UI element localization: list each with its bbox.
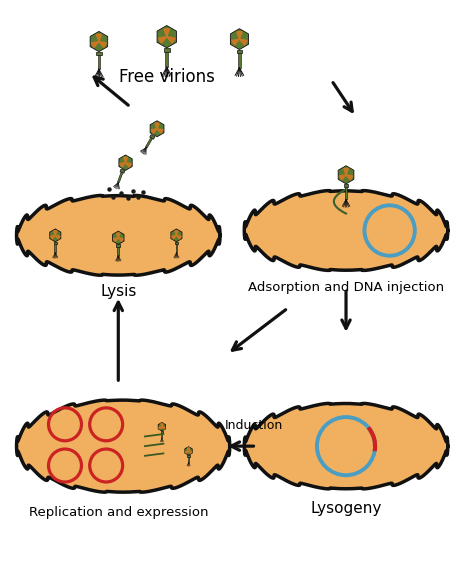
Polygon shape (232, 39, 239, 45)
Polygon shape (98, 55, 100, 69)
Polygon shape (161, 433, 163, 438)
Polygon shape (158, 37, 167, 43)
Polygon shape (117, 244, 120, 247)
Polygon shape (175, 242, 178, 244)
Polygon shape (239, 39, 247, 45)
Polygon shape (164, 48, 170, 52)
Polygon shape (120, 169, 125, 173)
Polygon shape (90, 32, 108, 52)
Polygon shape (99, 42, 106, 48)
Polygon shape (344, 168, 348, 175)
Polygon shape (157, 25, 176, 48)
Polygon shape (339, 175, 346, 180)
Polygon shape (185, 447, 192, 456)
Polygon shape (244, 191, 448, 271)
Polygon shape (164, 29, 170, 37)
Polygon shape (55, 235, 60, 239)
Polygon shape (118, 238, 123, 242)
Polygon shape (119, 155, 132, 170)
Polygon shape (124, 157, 128, 163)
Polygon shape (189, 451, 191, 453)
Polygon shape (151, 129, 157, 133)
Polygon shape (17, 400, 230, 492)
Text: Free virions: Free virions (119, 68, 215, 86)
Text: Adsorption and DNA injection: Adsorption and DNA injection (248, 281, 444, 295)
Polygon shape (187, 456, 190, 457)
Polygon shape (96, 52, 101, 55)
Polygon shape (175, 231, 178, 235)
Polygon shape (165, 52, 168, 68)
Polygon shape (117, 233, 120, 238)
Polygon shape (146, 138, 153, 148)
Polygon shape (118, 247, 119, 256)
Polygon shape (238, 53, 241, 68)
Polygon shape (96, 35, 101, 42)
Polygon shape (155, 123, 159, 129)
Polygon shape (346, 175, 353, 180)
Polygon shape (230, 29, 248, 49)
Polygon shape (162, 427, 165, 429)
Polygon shape (91, 42, 99, 48)
Polygon shape (345, 187, 347, 200)
Polygon shape (171, 229, 182, 242)
Polygon shape (188, 457, 189, 463)
Polygon shape (150, 121, 164, 137)
Polygon shape (157, 129, 163, 133)
Polygon shape (118, 172, 123, 183)
Polygon shape (120, 163, 126, 167)
Text: Lysis: Lysis (100, 284, 137, 299)
Polygon shape (54, 242, 57, 244)
Polygon shape (187, 448, 190, 451)
Polygon shape (113, 238, 118, 242)
Polygon shape (159, 427, 162, 429)
Text: Replication and expression: Replication and expression (28, 506, 208, 519)
Text: Induction: Induction (225, 419, 283, 431)
Polygon shape (237, 49, 242, 53)
Polygon shape (185, 451, 189, 453)
Polygon shape (167, 37, 175, 43)
Polygon shape (237, 32, 242, 39)
Polygon shape (55, 244, 56, 253)
Polygon shape (17, 195, 220, 275)
Polygon shape (338, 166, 354, 184)
Polygon shape (158, 423, 165, 431)
Polygon shape (161, 431, 163, 433)
Polygon shape (112, 231, 124, 244)
Polygon shape (344, 184, 348, 187)
Polygon shape (54, 231, 57, 235)
Polygon shape (50, 229, 61, 242)
Polygon shape (176, 244, 177, 253)
Text: Lysogeny: Lysogeny (310, 501, 382, 516)
Polygon shape (172, 235, 176, 239)
Polygon shape (126, 163, 131, 167)
Polygon shape (150, 134, 155, 139)
Polygon shape (244, 403, 448, 489)
Polygon shape (176, 235, 181, 239)
Polygon shape (161, 424, 163, 427)
Polygon shape (51, 235, 55, 239)
